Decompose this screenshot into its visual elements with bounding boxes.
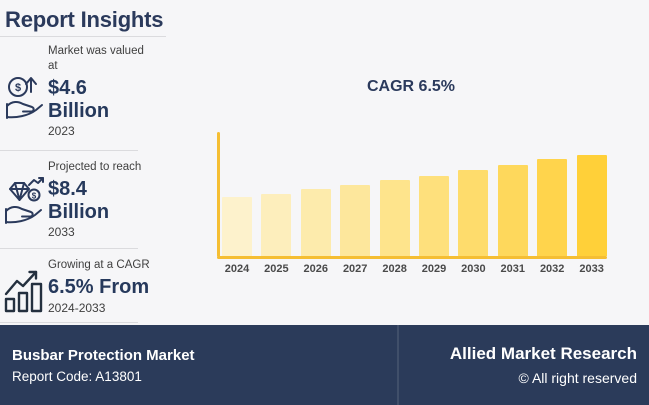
coin-growth-hand-icon: $ — [3, 70, 45, 120]
chart-bar-2024 — [222, 197, 252, 256]
chart-title: CAGR 6.5% — [366, 78, 456, 95]
divider — [0, 322, 138, 323]
chart-bar-2029 — [419, 175, 449, 256]
stat-value: 6.5% From — [48, 276, 150, 299]
report-code: Report Code: A13801 — [12, 368, 142, 384]
x-tick-label: 2028 — [382, 263, 407, 275]
x-tick-label: 2029 — [421, 263, 447, 275]
stat-label: Projected to reach — [48, 161, 142, 173]
chart-bar-2030 — [458, 169, 489, 256]
title-underline — [0, 36, 166, 37]
x-tick-label: 2032 — [539, 263, 565, 275]
x-tick-label: 2026 — [303, 263, 329, 275]
svg-text:$: $ — [32, 192, 37, 201]
stat-label: Growing at a CAGR — [48, 259, 150, 271]
chart-bar-2028 — [379, 180, 410, 256]
stat-value: $8.4 Billion — [48, 178, 110, 223]
report-name: Busbar Protection Market — [12, 346, 195, 364]
divider — [0, 248, 138, 249]
y-axis — [217, 132, 220, 257]
stat-label: Market was valued at — [48, 45, 144, 73]
stat-period: 2033 — [48, 224, 75, 239]
x-tick-label: 2025 — [264, 263, 289, 275]
x-tick-label: 2033 — [579, 263, 604, 275]
chart-bar-2031 — [497, 164, 528, 256]
footer-bar: Busbar Protection Market Report Code: A1… — [0, 325, 649, 405]
stat-period: 2023 — [48, 124, 75, 139]
growth-bars-icon — [3, 266, 45, 314]
chart-bar-2033 — [576, 155, 607, 256]
stat-period: 2024-2033 — [48, 300, 106, 315]
brand-name: Allied Market Research — [449, 344, 637, 363]
chart-plot: 2024 2025 2026 2027 2028 2029 2030 2031 2032 2033 — [215, 130, 613, 280]
x-axis — [217, 256, 607, 259]
chart-bar-2025 — [261, 193, 292, 256]
chart-bar-2032 — [537, 158, 568, 256]
divider — [0, 150, 138, 151]
diamond-hand-icon: $ — [3, 174, 45, 224]
x-tick-label: 2031 — [500, 263, 526, 275]
chart-bar-2027 — [340, 185, 371, 256]
page-title: Report Insights — [5, 7, 164, 32]
footer-divider — [397, 325, 399, 405]
copyright-notice: © All right reserved — [518, 370, 637, 386]
svg-text:$: $ — [15, 82, 21, 94]
x-tick-label: 2027 — [342, 263, 368, 275]
stat-value: $4.6 Billion — [48, 77, 110, 122]
x-tick-label: 2024 — [224, 263, 250, 275]
chart-bar-2026 — [300, 188, 331, 256]
market-forecast-chart: CAGR 6.5% 2024 2025 2026 2027 2028 2029 2030 20… — [215, 70, 615, 285]
x-tick-label: 2030 — [461, 263, 486, 275]
